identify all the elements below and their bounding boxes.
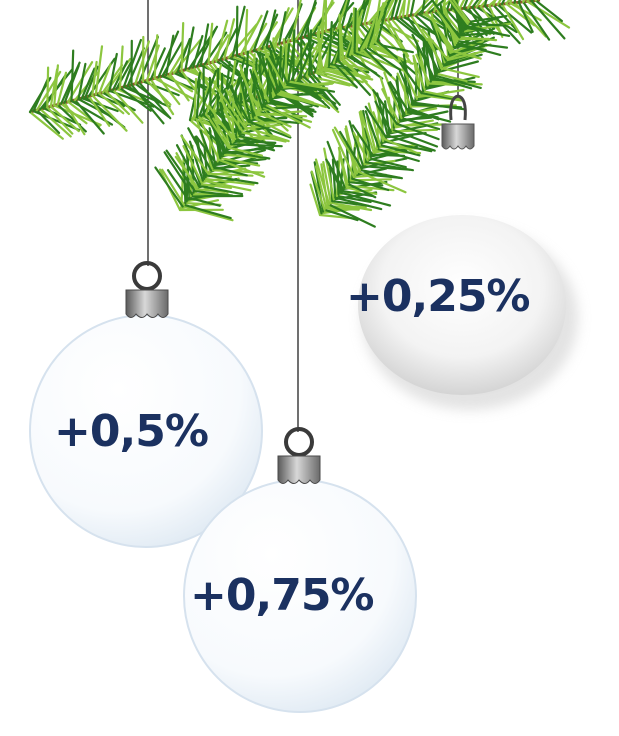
ornament-cap-icon — [125, 261, 169, 318]
ornament-icon — [358, 215, 578, 410]
ornament-icon — [29, 261, 263, 548]
ornament-label: +0,25% — [346, 271, 531, 322]
fir-branch-icon — [28, 0, 571, 228]
ornament-label: +0,5% — [54, 406, 209, 457]
ornament-icon — [183, 427, 417, 713]
hanging-hook-icon — [441, 94, 475, 150]
ornament-label: +0,75% — [190, 570, 375, 621]
ornament-cap-icon — [277, 427, 321, 484]
